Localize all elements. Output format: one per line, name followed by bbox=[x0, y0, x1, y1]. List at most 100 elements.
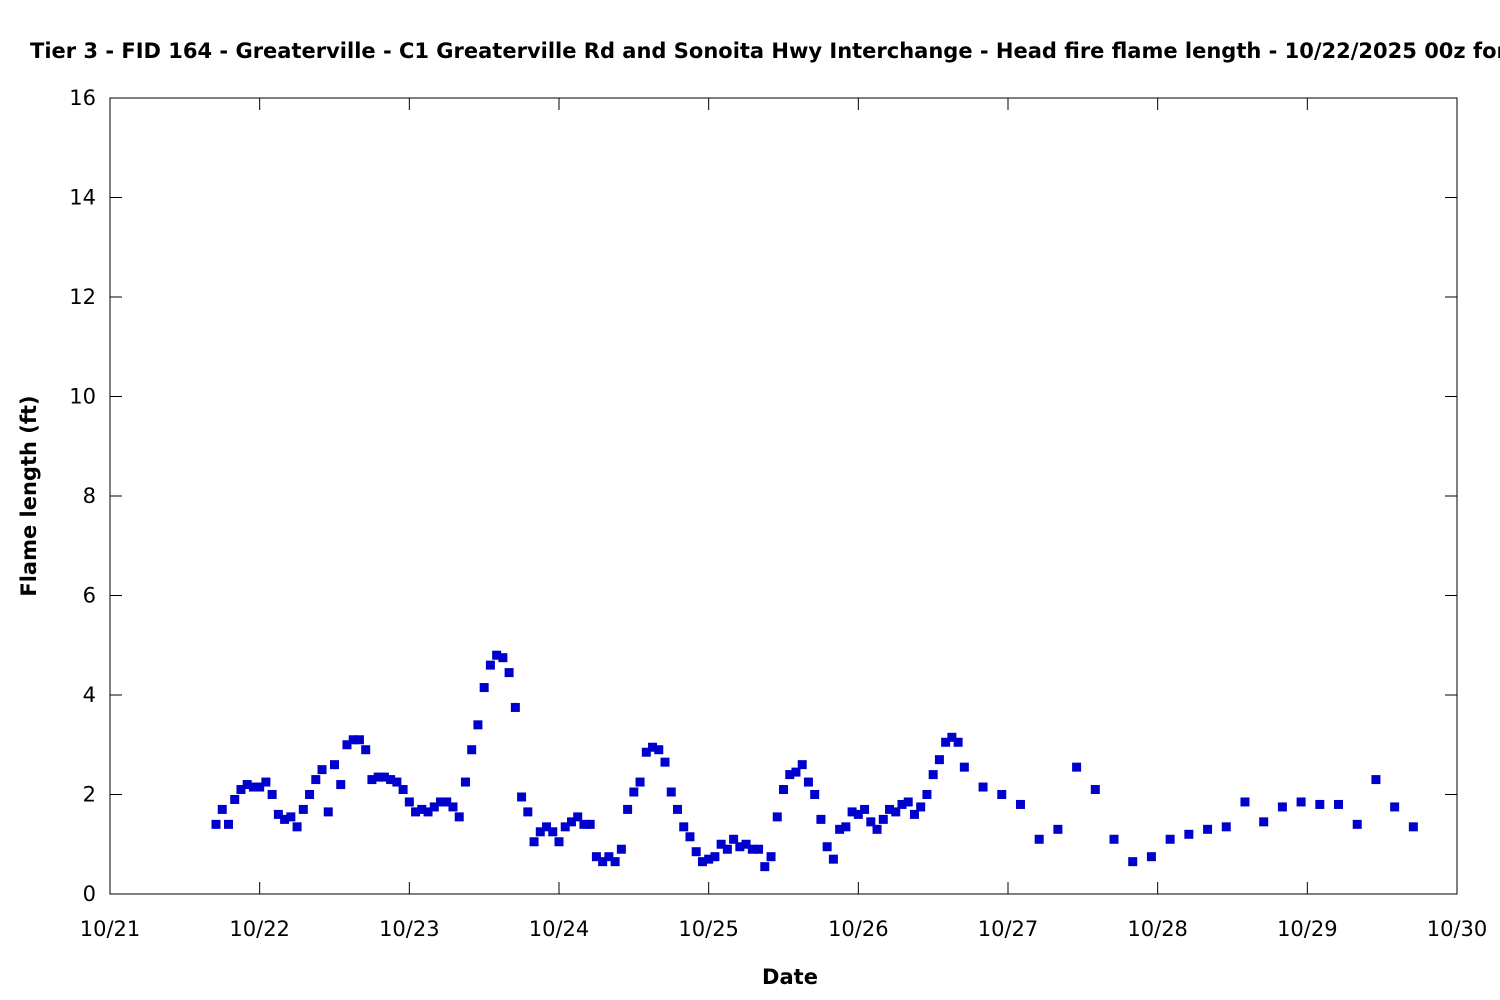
y-tick-label: 14 bbox=[69, 186, 96, 210]
data-point bbox=[860, 804, 870, 814]
data-point bbox=[1334, 799, 1344, 809]
data-point bbox=[616, 844, 626, 854]
y-tick-label: 12 bbox=[69, 285, 96, 309]
data-point bbox=[354, 735, 364, 745]
y-axis-label: Flame length (ft) bbox=[17, 395, 41, 596]
chart-title: Tier 3 - FID 164 - Greaterville - C1 Gre… bbox=[30, 39, 1500, 63]
data-point bbox=[953, 737, 963, 747]
data-point bbox=[772, 812, 782, 822]
data-point bbox=[286, 812, 296, 822]
data-point bbox=[367, 775, 377, 785]
data-point bbox=[404, 797, 414, 807]
data-point bbox=[217, 804, 227, 814]
data-point bbox=[629, 787, 639, 797]
data-point bbox=[311, 775, 321, 785]
data-point bbox=[317, 765, 327, 775]
data-point bbox=[641, 747, 651, 757]
data-point bbox=[460, 777, 470, 787]
data-point bbox=[735, 842, 745, 852]
data-point bbox=[379, 772, 389, 782]
data-point bbox=[710, 852, 720, 862]
data-point bbox=[779, 785, 788, 795]
data-point bbox=[386, 775, 396, 785]
data-point bbox=[292, 822, 302, 832]
data-point bbox=[648, 742, 658, 752]
data-point bbox=[722, 844, 732, 854]
y-tick-label: 0 bbox=[83, 882, 96, 906]
data-point bbox=[579, 819, 589, 829]
data-point bbox=[891, 807, 901, 817]
data-point bbox=[548, 827, 558, 837]
data-point bbox=[741, 839, 751, 849]
data-point bbox=[672, 804, 682, 814]
data-point bbox=[255, 782, 265, 792]
data-point bbox=[704, 854, 714, 864]
data-point bbox=[517, 792, 527, 802]
data-point bbox=[1146, 852, 1156, 862]
data-point bbox=[903, 797, 913, 807]
data-points bbox=[211, 650, 1418, 872]
data-point bbox=[766, 852, 776, 862]
data-point bbox=[797, 760, 807, 770]
x-axis: 10/21 10/22 10/23 10/24 10/25 10/26 10/27 10/28… bbox=[80, 98, 1487, 941]
data-point bbox=[248, 782, 258, 792]
y-tick-label: 8 bbox=[83, 484, 96, 508]
data-point bbox=[934, 755, 944, 765]
x-tick-label: 10/24 bbox=[529, 917, 590, 941]
data-point bbox=[392, 777, 402, 787]
data-point bbox=[760, 862, 770, 872]
data-point bbox=[729, 834, 739, 844]
data-point bbox=[947, 732, 957, 742]
data-point bbox=[1165, 834, 1175, 844]
data-point bbox=[585, 819, 595, 829]
data-point bbox=[847, 807, 857, 817]
data-point bbox=[654, 745, 664, 755]
data-point bbox=[373, 772, 383, 782]
data-point bbox=[1184, 829, 1194, 839]
data-point bbox=[660, 757, 670, 767]
x-tick-label: 10/23 bbox=[379, 917, 440, 941]
data-point bbox=[1203, 824, 1213, 834]
data-point bbox=[841, 822, 851, 832]
data-point bbox=[978, 782, 988, 792]
data-point bbox=[1053, 824, 1063, 834]
data-point bbox=[747, 844, 757, 854]
data-point bbox=[473, 720, 483, 730]
data-point bbox=[916, 802, 926, 812]
data-point bbox=[467, 745, 477, 755]
data-point bbox=[523, 807, 533, 817]
data-point bbox=[1371, 775, 1381, 785]
data-point bbox=[591, 852, 601, 862]
data-point bbox=[498, 653, 508, 663]
data-point bbox=[785, 770, 795, 780]
data-point bbox=[909, 809, 919, 819]
data-point bbox=[1315, 799, 1325, 809]
data-point bbox=[685, 832, 695, 842]
data-point bbox=[897, 799, 907, 809]
data-point bbox=[330, 760, 339, 770]
data-point bbox=[529, 837, 539, 847]
x-tick-label: 10/26 bbox=[828, 917, 889, 941]
y-tick-label: 16 bbox=[69, 86, 96, 110]
x-tick-label: 10/29 bbox=[1277, 917, 1338, 941]
data-point bbox=[803, 777, 813, 787]
data-point bbox=[1128, 857, 1138, 867]
data-point bbox=[623, 804, 633, 814]
data-point bbox=[398, 785, 408, 795]
data-point bbox=[610, 857, 620, 867]
data-point bbox=[885, 804, 895, 814]
data-point bbox=[223, 819, 233, 829]
data-point bbox=[298, 804, 308, 814]
data-point bbox=[554, 837, 564, 847]
data-point bbox=[1090, 785, 1100, 795]
data-point bbox=[236, 785, 246, 795]
x-tick-label: 10/21 bbox=[80, 917, 141, 941]
data-point bbox=[691, 847, 701, 857]
data-point bbox=[1221, 822, 1231, 832]
data-point bbox=[1034, 834, 1044, 844]
data-point bbox=[504, 668, 514, 678]
data-point bbox=[791, 767, 801, 777]
data-point bbox=[454, 812, 464, 822]
data-point bbox=[492, 650, 502, 660]
